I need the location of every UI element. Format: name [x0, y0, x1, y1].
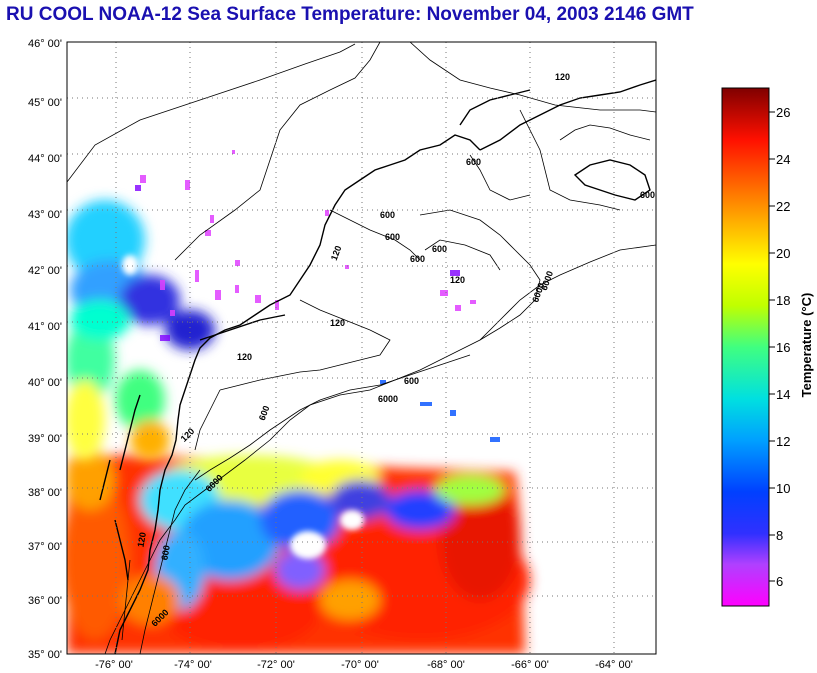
lat-tick: 45° 00' [28, 97, 62, 109]
colorbar-tick: 18 [776, 293, 790, 308]
lat-tick: 46° 00' [28, 38, 62, 50]
colorbar-tick: 16 [776, 340, 790, 355]
lat-tick: 37° 00' [28, 541, 62, 553]
isobath-label: 6000 [378, 394, 398, 404]
isobath-label: 120 [329, 244, 344, 262]
isobath-label: 120 [450, 275, 465, 285]
lon-tick: -74° 00' [174, 659, 212, 671]
isobath-label: 600 [257, 404, 272, 422]
colorbar-tick: 6 [776, 574, 783, 589]
colorbar-tick: 24 [776, 152, 790, 167]
isobath-label: 120 [330, 318, 345, 328]
coastline [99, 79, 656, 654]
lon-axis: -76° 00' -74° 00' -72° 00' -70° 00' -68°… [95, 659, 633, 671]
colorbar-tick: 12 [776, 434, 790, 449]
isobath-label: 600 [466, 157, 481, 167]
lat-tick: 41° 00' [28, 321, 62, 333]
lat-tick: 44° 00' [28, 153, 62, 165]
colorbar-tick: 14 [776, 387, 790, 402]
graticule [67, 42, 656, 654]
colorbar-tick: 20 [776, 246, 790, 261]
colorbar: 6 8 10 12 14 16 18 20 22 24 26 Temperatu… [721, 87, 814, 607]
colorbar-label: Temperature (°C) [799, 293, 814, 398]
lon-tick: -70° 00' [341, 659, 379, 671]
colorbar-tick: 10 [776, 481, 790, 496]
lon-tick: -72° 00' [257, 659, 295, 671]
lat-tick: 42° 00' [28, 265, 62, 277]
lat-tick: 36° 00' [28, 595, 62, 607]
lat-tick: 43° 00' [28, 209, 62, 221]
colorbar-tick: 22 [776, 199, 790, 214]
isobath-label: 600 [410, 254, 425, 264]
isobath-label: 600 [640, 190, 655, 200]
isobath-label: 600 [432, 244, 447, 254]
lat-axis: 35° 00' 36° 00' 37° 00' 38° 00' 39° 00' … [28, 38, 62, 661]
lat-tick: 39° 00' [28, 433, 62, 445]
colorbar-tick: 26 [776, 105, 790, 120]
isobath-label: 600 [380, 210, 395, 220]
isobath-label: 120 [136, 531, 148, 548]
lon-tick: -66° 00' [511, 659, 549, 671]
lat-tick: 40° 00' [28, 377, 62, 389]
plot-frame [66, 41, 657, 655]
colorbar-tick: 8 [776, 528, 783, 543]
isobath-label: 600 [385, 232, 400, 242]
lon-tick: -76° 00' [95, 659, 133, 671]
sst-imagery [67, 150, 530, 654]
lon-tick: -68° 00' [427, 659, 465, 671]
isobath-label: 600 [404, 376, 419, 386]
isobath-label: 120 [555, 72, 570, 82]
lat-tick: 35° 00' [28, 649, 62, 661]
isobath-label: 120 [237, 352, 252, 362]
isobath-labels: 120 600 600 600 600 6000 6000 600 120 12… [136, 72, 655, 628]
lon-tick: -64° 00' [595, 659, 633, 671]
colorbar-gradient [721, 87, 770, 607]
lat-tick: 38° 00' [28, 487, 62, 499]
map-title: RU COOL NOAA-12 Sea Surface Temperature:… [6, 4, 694, 25]
isobath-label: 600 [159, 544, 171, 561]
